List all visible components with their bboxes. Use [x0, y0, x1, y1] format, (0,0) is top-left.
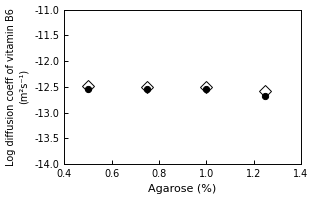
X-axis label: Agarose (%): Agarose (%): [149, 184, 217, 194]
Y-axis label: Log diffusion coeff of vitamin B6
(m²s⁻¹): Log diffusion coeff of vitamin B6 (m²s⁻¹…: [6, 8, 29, 166]
